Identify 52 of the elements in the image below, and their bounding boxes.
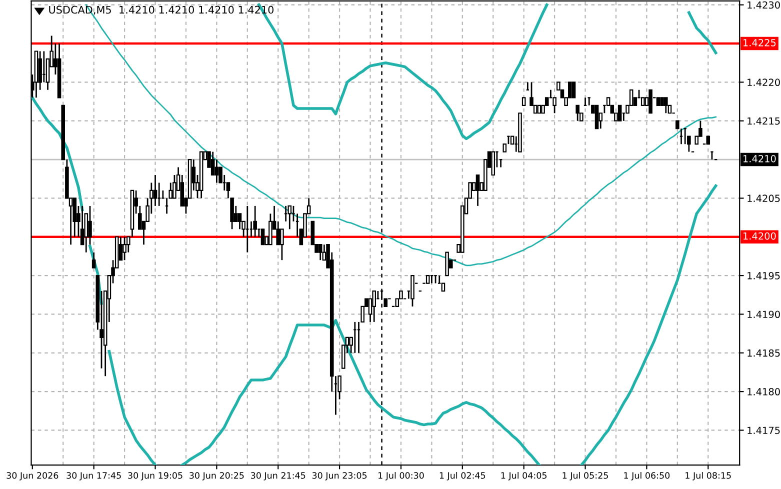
y-tick-label: 1.4195 [748,272,780,280]
y-tick-label: 1.4230 [748,1,780,9]
candlestick [92,252,96,269]
x-tick-label: 1 Jul 05:25 [562,472,608,480]
candlestick [618,104,622,122]
candlestick [122,236,126,261]
x-tick-label: 30 Jun 20:25 [190,472,244,480]
candlestick [88,205,92,246]
candlestick [38,50,42,91]
candlestick [318,244,322,261]
y-tick-label: 1.4175 [748,426,780,434]
y-tick-label: 1.4220 [748,78,780,86]
candlestick [214,158,219,184]
candlestick [445,252,449,276]
candlestick [410,274,414,308]
x-tick-label: 1 Jul 06:50 [624,472,670,480]
candlestick [648,89,652,114]
candlestick [260,228,265,246]
x-tick-label: 30 Jun 2026 [6,472,58,480]
y-tick-label: 1.4190 [748,310,780,318]
y-tick-label: 1.4185 [748,349,780,357]
candlestick [572,82,576,98]
ref-line-label: 1.4210 [744,155,776,162]
candlestick [180,174,184,207]
candlestick [280,228,284,261]
candlestick [552,96,556,114]
x-tick-label: 30 Jun 21:45 [250,472,306,480]
candlestick [172,174,176,199]
x-tick-label: 30 Jun 17:45 [66,472,121,480]
x-tick-label: 1 Jul 02:45 [440,472,486,480]
x-tick-label: 1 Jul 00:30 [378,472,424,480]
candlestick [476,174,480,207]
y-tick-label: 1.4215 [748,117,780,125]
candlestick [238,212,242,230]
candlestick [276,220,280,246]
ref-line-label: 1.4200 [744,232,776,240]
candlestick [664,96,668,114]
candlestick [268,212,272,246]
candlestick [491,151,496,176]
x-tick-label: 30 Jun 19:05 [128,472,182,480]
x-tick-label: 1 Jul 04:05 [501,472,547,480]
y-tick-label: 1.4205 [748,194,780,202]
candlestick [253,205,257,238]
candlestick [288,205,292,230]
candlestick [153,174,158,207]
x-tick-label: 1 Jul 08:15 [686,472,731,480]
y-tick-label: 1.4180 [748,388,780,396]
x-tick-label: 30 Jun 23:05 [312,472,367,480]
candlestick [594,104,599,130]
ref-line-label: 1.4225 [744,38,776,46]
candlestick [372,290,376,323]
candlestick [576,104,580,122]
